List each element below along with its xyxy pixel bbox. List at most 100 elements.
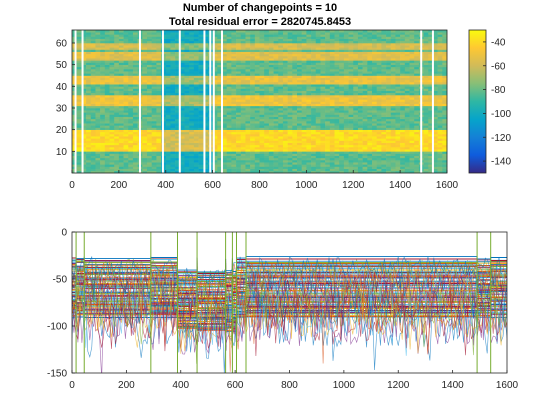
heatmap-cell [362, 108, 368, 111]
heatmap-cell [395, 136, 401, 139]
heatmap-cell [367, 47, 373, 50]
heatmap-cell [170, 92, 176, 96]
heatmap-cell [226, 129, 232, 133]
heatmap-cell [273, 127, 279, 130]
heatmap-cell [226, 118, 232, 122]
heatmap-cell [236, 129, 242, 133]
heatmap-cell [428, 157, 434, 161]
heatmap-cell [357, 125, 363, 128]
heatmap-cell [240, 77, 246, 81]
heatmap-cell [147, 75, 152, 78]
heatmap-cell [123, 123, 129, 126]
heatmap-cell [278, 84, 284, 87]
heatmap-cell [339, 114, 345, 117]
heatmap-cell [381, 79, 387, 83]
heatmap-cell [343, 157, 349, 161]
heatmap-cell [292, 108, 298, 111]
heatmap-cell [203, 144, 209, 148]
heatmap-cell [386, 155, 392, 159]
heatmap-cell [367, 71, 373, 74]
heatmap-cell [212, 73, 218, 76]
heatmap-cell [282, 86, 288, 89]
heatmap-cell [287, 114, 293, 117]
heatmap-cell [109, 131, 115, 135]
heatmap-cell [76, 51, 82, 55]
heatmap-cell [254, 160, 260, 163]
heatmap-cell [353, 101, 359, 104]
heatmap-cell [334, 129, 340, 133]
heatmap-cell [86, 99, 92, 102]
heatmap-cell [343, 82, 349, 85]
heatmap-cell [240, 116, 246, 120]
heatmap-cell [222, 47, 227, 50]
heatmap-cell [386, 71, 392, 74]
heatmap-cell [376, 95, 382, 98]
heatmap-cell [184, 97, 190, 100]
heatmap-cell [395, 155, 401, 159]
heatmap-cell [404, 56, 410, 59]
heatmap-cell [278, 51, 284, 55]
heatmap-cell [203, 136, 209, 139]
heatmap-cell [81, 162, 87, 165]
heatmap-cell [348, 118, 354, 122]
heatmap-cell [147, 58, 152, 61]
heatmap-cell [222, 82, 227, 85]
heatmap-cell [414, 108, 420, 111]
heatmap-cell [236, 95, 242, 98]
heatmap-cell [357, 62, 363, 65]
heatmap-cell [142, 157, 148, 161]
heatmap-cell [156, 155, 162, 159]
heatmap-cell [320, 69, 326, 72]
heatmap-cell [81, 77, 87, 81]
heatmap-cell [245, 142, 251, 146]
heatmap-cell [100, 142, 106, 146]
heatmap-cell [292, 84, 298, 87]
heatmap-cell [306, 47, 312, 50]
heatmap-cell [348, 77, 354, 81]
heatmap-cell [432, 69, 438, 72]
heatmap-cell [245, 43, 251, 46]
heatmap-cell [132, 166, 138, 169]
heatmap-cell [315, 121, 321, 124]
heatmap-cell [423, 60, 429, 63]
heatmap-cell [193, 77, 199, 81]
heatmap-cell [353, 105, 359, 109]
heatmap-cell [381, 153, 387, 156]
heatmap-cell [442, 116, 448, 120]
heatmap-cell [282, 71, 288, 74]
heatmap-cell [423, 105, 429, 109]
heatmap-cell [320, 97, 326, 100]
heatmap-cell [170, 64, 176, 68]
heatmap-cell [306, 123, 312, 126]
heatmap-cell [118, 157, 124, 161]
heatmap-cell [390, 134, 396, 137]
heatmap-cell [343, 127, 349, 130]
heatmap-cell [259, 160, 265, 163]
heatmap-cell [306, 116, 312, 120]
heatmap-cell [306, 43, 312, 46]
heatmap-cell [315, 153, 321, 156]
heatmap-cell [254, 144, 260, 148]
heatmap-cell [203, 40, 209, 44]
heatmap-cell [334, 153, 340, 156]
heatmap-cell [156, 53, 162, 57]
heatmap-cell [259, 71, 265, 74]
heatmap-cell [442, 138, 448, 141]
heatmap-cell [423, 92, 429, 96]
heatmap-cell [325, 149, 331, 152]
heatmap-cell [404, 84, 410, 87]
heatmap-cell [428, 166, 434, 169]
heatmap-cell [367, 99, 373, 102]
heatmap-cell [423, 88, 429, 91]
heatmap-cell [395, 123, 401, 126]
heatmap-cell [189, 123, 195, 126]
heatmap-cell [311, 144, 317, 148]
heatmap-cell [437, 45, 443, 48]
heatmap-cell [236, 134, 242, 137]
heatmap-cell [217, 95, 223, 98]
heatmap-cell [203, 36, 209, 39]
heatmap-cell [118, 95, 124, 98]
heatmap-cell [278, 151, 284, 154]
heatmap-cell [250, 86, 256, 89]
heatmap-cell [301, 112, 307, 115]
